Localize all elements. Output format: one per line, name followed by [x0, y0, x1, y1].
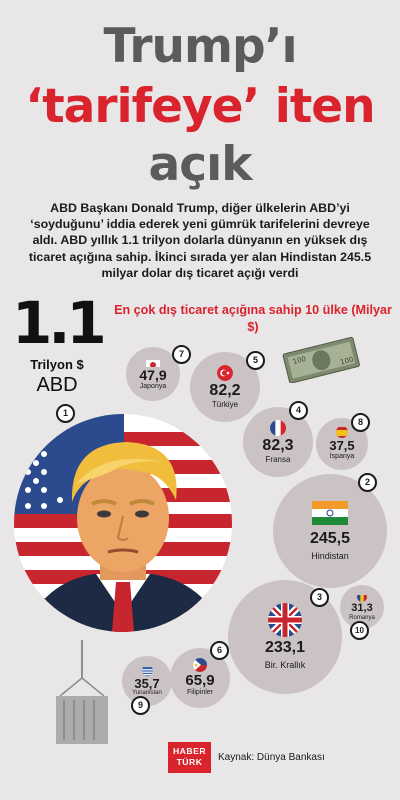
- country-value: 245,5: [309, 529, 351, 547]
- country-value: 35,7: [134, 675, 160, 691]
- title-line-1: Trump’ı: [103, 19, 297, 74]
- country-value: 233,1: [264, 639, 306, 657]
- logo-line-2: TÜRK: [176, 757, 203, 767]
- title-line-2: ‘tarifeye’ iten: [25, 79, 375, 134]
- country-bubble-japan: 47,9 Japonya: [126, 347, 180, 401]
- country-name: Japonya: [139, 382, 167, 390]
- trump-portrait: [14, 414, 232, 632]
- country-bubble-india: 245,5 Hindistan: [273, 474, 387, 588]
- country-value: 65,9: [185, 672, 215, 690]
- usa-deficit-value: 1.1: [12, 289, 107, 357]
- rank-badge-7: 7: [172, 345, 191, 364]
- japan-flag-icon: [146, 357, 160, 367]
- rank-badge-6: 6: [210, 641, 229, 660]
- greece-flag-icon: [141, 665, 153, 676]
- country-value: 47,9: [139, 366, 167, 383]
- country-name: Türkiye: [211, 399, 239, 409]
- romania-flag-icon: [357, 592, 367, 603]
- usa-deficit-unit: Trilyon $: [30, 357, 84, 372]
- rank-badge-5: 5: [246, 351, 265, 370]
- india-flag-icon: [312, 500, 348, 525]
- country-name: İspanya: [329, 453, 355, 461]
- source-text: Kaynak: Dünya Bankası: [218, 752, 325, 763]
- country-name: Romanya: [349, 614, 375, 621]
- ranking-subhead: En çok dış ticaret açığına sahip 10 ülke…: [114, 303, 392, 334]
- country-name: Fransa: [265, 454, 291, 464]
- france-flag-icon: [270, 419, 286, 436]
- country-value: 82,3: [262, 436, 294, 454]
- rank-badge-10: 10: [350, 621, 369, 640]
- rank-badge-8: 8: [351, 413, 370, 432]
- country-bubble-france: 82,3 Fransa: [243, 407, 313, 477]
- svg-text:100: 100: [339, 356, 354, 367]
- country-name: Yunanistan: [132, 690, 162, 697]
- country-name: Filipinler: [186, 689, 214, 697]
- rank-badge-4: 4: [289, 401, 308, 420]
- intro-paragraph: ABD Başkanı Donald Trump, diğer ülkeleri…: [28, 201, 372, 280]
- rank-badge-9: 9: [131, 696, 150, 715]
- country-value: 31,3: [351, 602, 373, 615]
- country-name: Bir. Krallık: [264, 660, 306, 670]
- usa-country-label: ABD: [36, 374, 78, 396]
- logo-line-1: HABER: [172, 746, 207, 756]
- rank-badge-2: 2: [358, 473, 377, 492]
- spain-flag-icon: [336, 426, 348, 439]
- haberturk-logo: HABER TÜRK: [168, 742, 211, 773]
- svg-text:100: 100: [292, 355, 307, 366]
- title-line-3: açık: [148, 137, 253, 192]
- rank-badge-3: 3: [310, 588, 329, 607]
- dollar-bill-icon: 100 100: [279, 335, 365, 388]
- country-value: 82,2: [209, 381, 241, 399]
- rank-badge-1: 1: [56, 404, 75, 423]
- country-value: 37,5: [329, 438, 355, 454]
- country-bubble-uk: 233,1 Bir. Krallık: [228, 580, 342, 694]
- uk-flag-icon: [268, 603, 302, 638]
- country-name: Hindistan: [311, 550, 349, 561]
- turkey-flag-icon: [217, 364, 233, 381]
- shipping-container-icon: [52, 640, 112, 755]
- philippines-flag-icon: [193, 658, 207, 673]
